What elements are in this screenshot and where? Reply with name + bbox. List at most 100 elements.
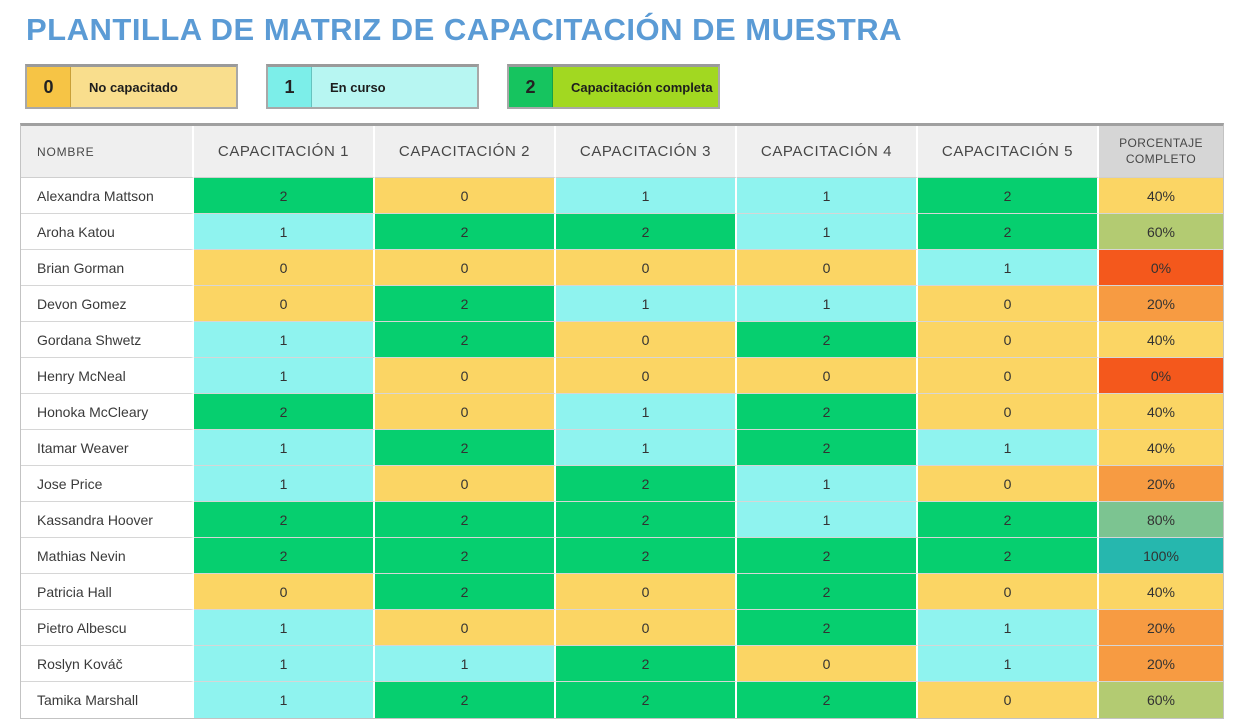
score-cell[interactable]: 1 <box>194 682 375 718</box>
employee-name-cell[interactable]: Roslyn Kováč <box>21 646 194 682</box>
percent-complete-cell[interactable]: 20% <box>1099 646 1223 682</box>
score-cell[interactable]: 1 <box>194 610 375 646</box>
score-cell[interactable]: 2 <box>737 538 918 574</box>
score-cell[interactable]: 2 <box>556 466 737 502</box>
score-cell[interactable]: 2 <box>194 178 375 214</box>
score-cell[interactable]: 1 <box>194 646 375 682</box>
score-cell[interactable]: 2 <box>556 646 737 682</box>
score-cell[interactable]: 1 <box>556 430 737 466</box>
score-cell[interactable]: 0 <box>375 358 556 394</box>
score-cell[interactable]: 1 <box>194 430 375 466</box>
score-cell[interactable]: 0 <box>737 358 918 394</box>
score-cell[interactable]: 2 <box>556 538 737 574</box>
score-cell[interactable]: 2 <box>737 574 918 610</box>
percent-complete-cell[interactable]: 40% <box>1099 430 1223 466</box>
score-cell[interactable]: 1 <box>918 250 1099 286</box>
score-cell[interactable]: 2 <box>737 610 918 646</box>
employee-name-cell[interactable]: Mathias Nevin <box>21 538 194 574</box>
score-cell[interactable]: 1 <box>556 286 737 322</box>
employee-name-cell[interactable]: Aroha Katou <box>21 214 194 250</box>
score-cell[interactable]: 1 <box>737 214 918 250</box>
percent-complete-cell[interactable]: 40% <box>1099 178 1223 214</box>
score-cell[interactable]: 0 <box>918 574 1099 610</box>
percent-complete-cell[interactable]: 60% <box>1099 682 1223 718</box>
employee-name-cell[interactable]: Patricia Hall <box>21 574 194 610</box>
score-cell[interactable]: 0 <box>556 322 737 358</box>
percent-complete-cell[interactable]: 40% <box>1099 322 1223 358</box>
percent-complete-cell[interactable]: 20% <box>1099 466 1223 502</box>
score-cell[interactable]: 1 <box>194 322 375 358</box>
score-cell[interactable]: 2 <box>375 682 556 718</box>
score-cell[interactable]: 1 <box>918 646 1099 682</box>
percent-complete-cell[interactable]: 40% <box>1099 394 1223 430</box>
score-cell[interactable]: 0 <box>375 250 556 286</box>
score-cell[interactable]: 2 <box>556 502 737 538</box>
employee-name-cell[interactable]: Tamika Marshall <box>21 682 194 718</box>
percent-complete-cell[interactable]: 80% <box>1099 502 1223 538</box>
employee-name-cell[interactable]: Pietro Albescu <box>21 610 194 646</box>
score-cell[interactable]: 1 <box>918 430 1099 466</box>
score-cell[interactable]: 1 <box>737 286 918 322</box>
percent-complete-cell[interactable]: 100% <box>1099 538 1223 574</box>
score-cell[interactable]: 1 <box>194 214 375 250</box>
score-cell[interactable]: 2 <box>918 178 1099 214</box>
percent-complete-cell[interactable]: 40% <box>1099 574 1223 610</box>
employee-name-cell[interactable]: Jose Price <box>21 466 194 502</box>
score-cell[interactable]: 2 <box>194 502 375 538</box>
score-cell[interactable]: 1 <box>194 358 375 394</box>
score-cell[interactable]: 1 <box>737 502 918 538</box>
score-cell[interactable]: 2 <box>375 430 556 466</box>
score-cell[interactable]: 0 <box>918 286 1099 322</box>
score-cell[interactable]: 0 <box>918 322 1099 358</box>
percent-complete-cell[interactable]: 0% <box>1099 358 1223 394</box>
score-cell[interactable]: 0 <box>918 682 1099 718</box>
score-cell[interactable]: 2 <box>737 430 918 466</box>
score-cell[interactable]: 0 <box>737 646 918 682</box>
score-cell[interactable]: 0 <box>375 178 556 214</box>
score-cell[interactable]: 2 <box>737 682 918 718</box>
employee-name-cell[interactable]: Brian Gorman <box>21 250 194 286</box>
employee-name-cell[interactable]: Alexandra Mattson <box>21 178 194 214</box>
score-cell[interactable]: 2 <box>556 682 737 718</box>
percent-complete-cell[interactable]: 60% <box>1099 214 1223 250</box>
score-cell[interactable]: 1 <box>737 178 918 214</box>
score-cell[interactable]: 2 <box>737 394 918 430</box>
employee-name-cell[interactable]: Devon Gomez <box>21 286 194 322</box>
score-cell[interactable]: 2 <box>918 502 1099 538</box>
score-cell[interactable]: 0 <box>918 394 1099 430</box>
employee-name-cell[interactable]: Henry McNeal <box>21 358 194 394</box>
score-cell[interactable]: 0 <box>194 250 375 286</box>
score-cell[interactable]: 2 <box>737 322 918 358</box>
employee-name-cell[interactable]: Itamar Weaver <box>21 430 194 466</box>
score-cell[interactable]: 2 <box>194 394 375 430</box>
score-cell[interactable]: 2 <box>918 214 1099 250</box>
score-cell[interactable]: 2 <box>375 502 556 538</box>
score-cell[interactable]: 2 <box>194 538 375 574</box>
score-cell[interactable]: 2 <box>375 538 556 574</box>
employee-name-cell[interactable]: Honoka McCleary <box>21 394 194 430</box>
score-cell[interactable]: 2 <box>556 214 737 250</box>
score-cell[interactable]: 1 <box>918 610 1099 646</box>
score-cell[interactable]: 0 <box>556 250 737 286</box>
score-cell[interactable]: 1 <box>556 394 737 430</box>
score-cell[interactable]: 2 <box>375 322 556 358</box>
score-cell[interactable]: 2 <box>375 286 556 322</box>
score-cell[interactable]: 2 <box>375 574 556 610</box>
score-cell[interactable]: 0 <box>194 574 375 610</box>
percent-complete-cell[interactable]: 0% <box>1099 250 1223 286</box>
score-cell[interactable]: 1 <box>194 466 375 502</box>
score-cell[interactable]: 0 <box>375 394 556 430</box>
score-cell[interactable]: 0 <box>556 574 737 610</box>
score-cell[interactable]: 1 <box>556 178 737 214</box>
score-cell[interactable]: 0 <box>918 466 1099 502</box>
score-cell[interactable]: 1 <box>737 466 918 502</box>
score-cell[interactable]: 0 <box>375 466 556 502</box>
score-cell[interactable]: 0 <box>918 358 1099 394</box>
score-cell[interactable]: 0 <box>556 358 737 394</box>
score-cell[interactable]: 1 <box>375 646 556 682</box>
percent-complete-cell[interactable]: 20% <box>1099 286 1223 322</box>
employee-name-cell[interactable]: Gordana Shwetz <box>21 322 194 358</box>
score-cell[interactable]: 2 <box>918 538 1099 574</box>
score-cell[interactable]: 2 <box>375 214 556 250</box>
percent-complete-cell[interactable]: 20% <box>1099 610 1223 646</box>
